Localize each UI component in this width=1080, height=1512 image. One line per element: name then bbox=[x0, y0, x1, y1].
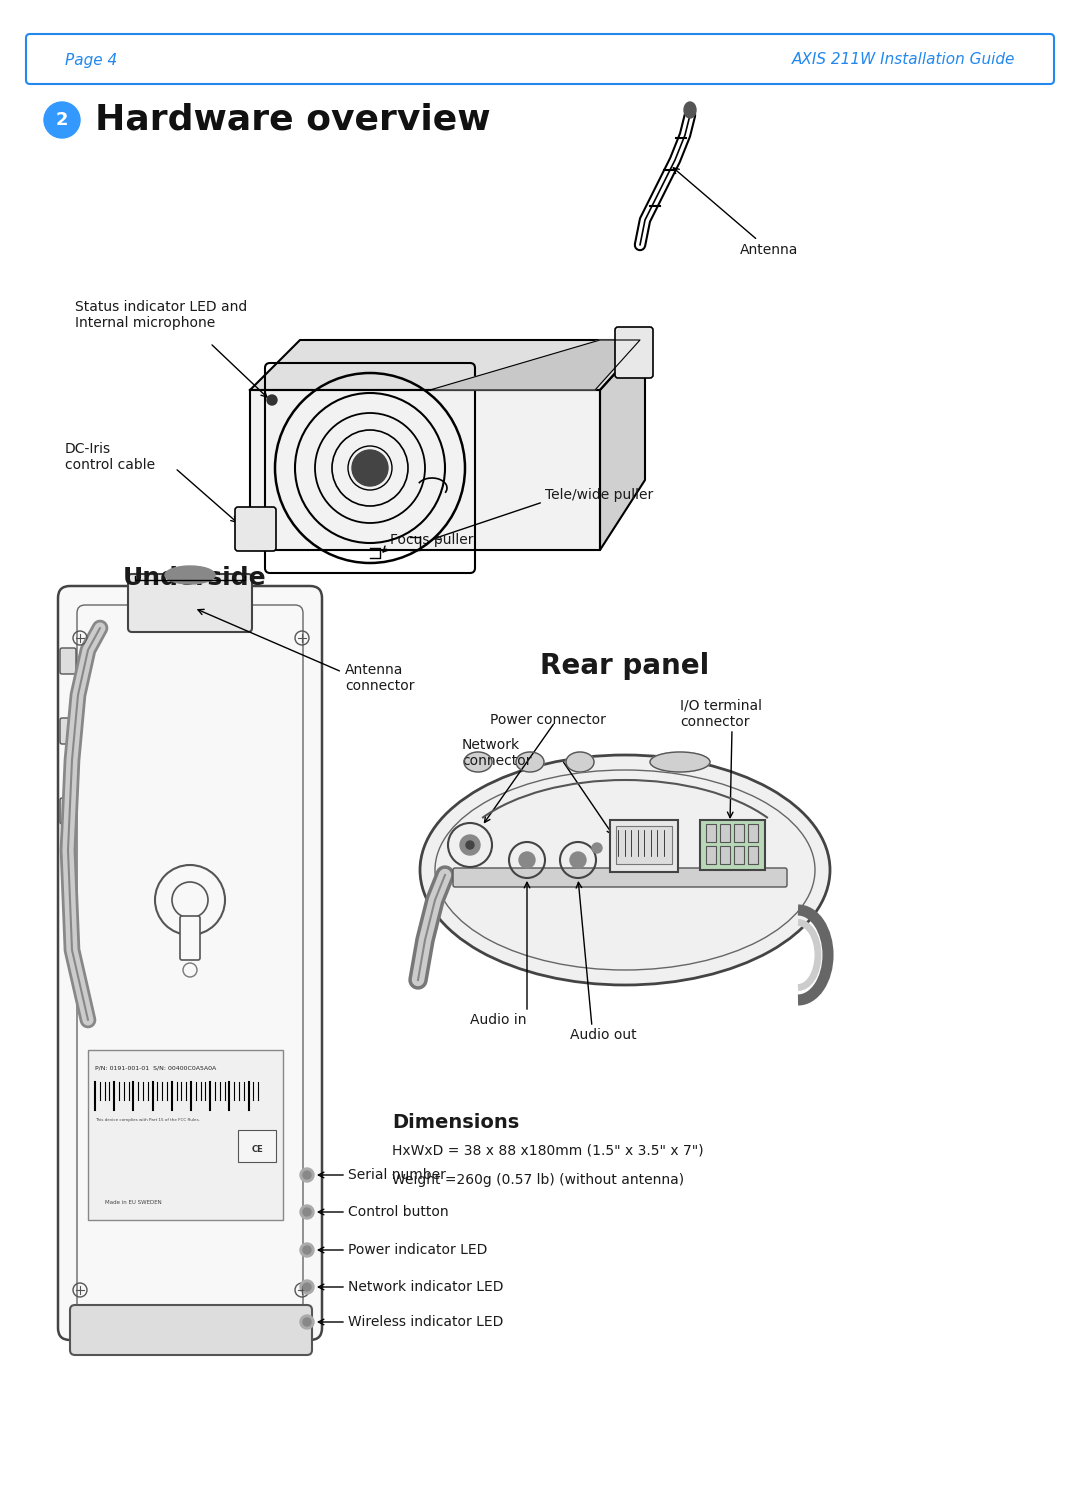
Polygon shape bbox=[249, 340, 645, 390]
Text: AXIS 211W Installation Guide: AXIS 211W Installation Guide bbox=[792, 53, 1015, 68]
FancyBboxPatch shape bbox=[453, 868, 787, 888]
Circle shape bbox=[44, 101, 80, 138]
Text: This device complies with Part 15 of the FCC Rules.: This device complies with Part 15 of the… bbox=[95, 1117, 200, 1122]
Text: Made in EU SWEDEN: Made in EU SWEDEN bbox=[105, 1201, 162, 1205]
Circle shape bbox=[592, 844, 602, 853]
Text: Underside: Underside bbox=[123, 565, 267, 590]
Circle shape bbox=[303, 1284, 311, 1291]
Text: Power indicator LED: Power indicator LED bbox=[348, 1243, 487, 1256]
Text: Network indicator LED: Network indicator LED bbox=[348, 1281, 503, 1294]
Bar bbox=[720, 847, 730, 863]
FancyBboxPatch shape bbox=[180, 916, 200, 960]
Text: Focus puller: Focus puller bbox=[390, 534, 473, 547]
Ellipse shape bbox=[420, 754, 831, 984]
Ellipse shape bbox=[165, 565, 215, 584]
Polygon shape bbox=[249, 390, 600, 550]
FancyBboxPatch shape bbox=[70, 1305, 312, 1355]
Circle shape bbox=[300, 1243, 314, 1256]
Text: Wireless indicator LED: Wireless indicator LED bbox=[348, 1315, 503, 1329]
Bar bbox=[610, 820, 678, 872]
Circle shape bbox=[352, 451, 388, 485]
Bar bbox=[748, 824, 758, 842]
Bar bbox=[734, 824, 744, 842]
FancyBboxPatch shape bbox=[60, 798, 76, 824]
Bar bbox=[706, 847, 716, 863]
Text: Tele/wide puller: Tele/wide puller bbox=[545, 488, 653, 502]
Bar bbox=[238, 1129, 276, 1163]
Circle shape bbox=[300, 1205, 314, 1219]
Text: P/N: 0191-001-01  S/N: 00400C0A5A0A: P/N: 0191-001-01 S/N: 00400C0A5A0A bbox=[95, 1064, 216, 1070]
Text: I/O terminal
connector: I/O terminal connector bbox=[680, 699, 762, 729]
FancyBboxPatch shape bbox=[58, 587, 322, 1340]
Text: Control button: Control button bbox=[348, 1205, 448, 1219]
Circle shape bbox=[303, 1170, 311, 1179]
Text: Power connector: Power connector bbox=[490, 714, 606, 727]
Polygon shape bbox=[430, 340, 640, 390]
FancyBboxPatch shape bbox=[129, 575, 252, 632]
Circle shape bbox=[519, 851, 535, 868]
Circle shape bbox=[303, 1208, 311, 1216]
Text: Serial number: Serial number bbox=[348, 1167, 446, 1182]
Text: DC-Iris
control cable: DC-Iris control cable bbox=[65, 442, 156, 472]
Circle shape bbox=[460, 835, 480, 854]
Ellipse shape bbox=[516, 751, 544, 773]
Text: CE: CE bbox=[252, 1146, 262, 1155]
FancyBboxPatch shape bbox=[615, 327, 653, 378]
Circle shape bbox=[303, 1318, 311, 1326]
Circle shape bbox=[303, 1246, 311, 1253]
Text: Status indicator LED and
Internal microphone: Status indicator LED and Internal microp… bbox=[75, 299, 247, 330]
Circle shape bbox=[570, 851, 586, 868]
Bar bbox=[700, 820, 765, 869]
FancyBboxPatch shape bbox=[60, 718, 76, 744]
Text: Antenna
connector: Antenna connector bbox=[345, 662, 415, 692]
Bar bbox=[87, 1049, 283, 1220]
Circle shape bbox=[300, 1315, 314, 1329]
Text: 2: 2 bbox=[56, 110, 68, 129]
Text: Hardware overview: Hardware overview bbox=[95, 103, 490, 138]
FancyBboxPatch shape bbox=[26, 33, 1054, 85]
Bar bbox=[720, 824, 730, 842]
Ellipse shape bbox=[464, 751, 492, 773]
Text: Antenna: Antenna bbox=[673, 168, 798, 257]
Bar bbox=[748, 847, 758, 863]
FancyBboxPatch shape bbox=[77, 605, 303, 1321]
Text: Rear panel: Rear panel bbox=[540, 652, 710, 680]
Circle shape bbox=[300, 1167, 314, 1182]
Text: HxWxD = 38 x 88 x180mm (1.5" x 3.5" x 7"): HxWxD = 38 x 88 x180mm (1.5" x 3.5" x 7"… bbox=[392, 1143, 704, 1157]
Ellipse shape bbox=[566, 751, 594, 773]
Ellipse shape bbox=[684, 101, 696, 118]
Text: Page 4: Page 4 bbox=[65, 53, 118, 68]
Circle shape bbox=[300, 1281, 314, 1294]
FancyBboxPatch shape bbox=[235, 507, 276, 550]
Bar bbox=[616, 826, 672, 863]
Bar bbox=[734, 847, 744, 863]
Text: Weight =260g (0.57 lb) (without antenna): Weight =260g (0.57 lb) (without antenna) bbox=[392, 1173, 684, 1187]
Polygon shape bbox=[600, 340, 645, 550]
Circle shape bbox=[267, 395, 276, 405]
FancyBboxPatch shape bbox=[60, 649, 76, 674]
Circle shape bbox=[465, 841, 474, 850]
Ellipse shape bbox=[650, 751, 710, 773]
Text: Dimensions: Dimensions bbox=[392, 1113, 519, 1132]
Bar bbox=[706, 824, 716, 842]
Text: Audio in: Audio in bbox=[470, 1013, 527, 1027]
Text: Network
connector: Network connector bbox=[462, 738, 531, 768]
Text: Audio out: Audio out bbox=[570, 1028, 636, 1042]
